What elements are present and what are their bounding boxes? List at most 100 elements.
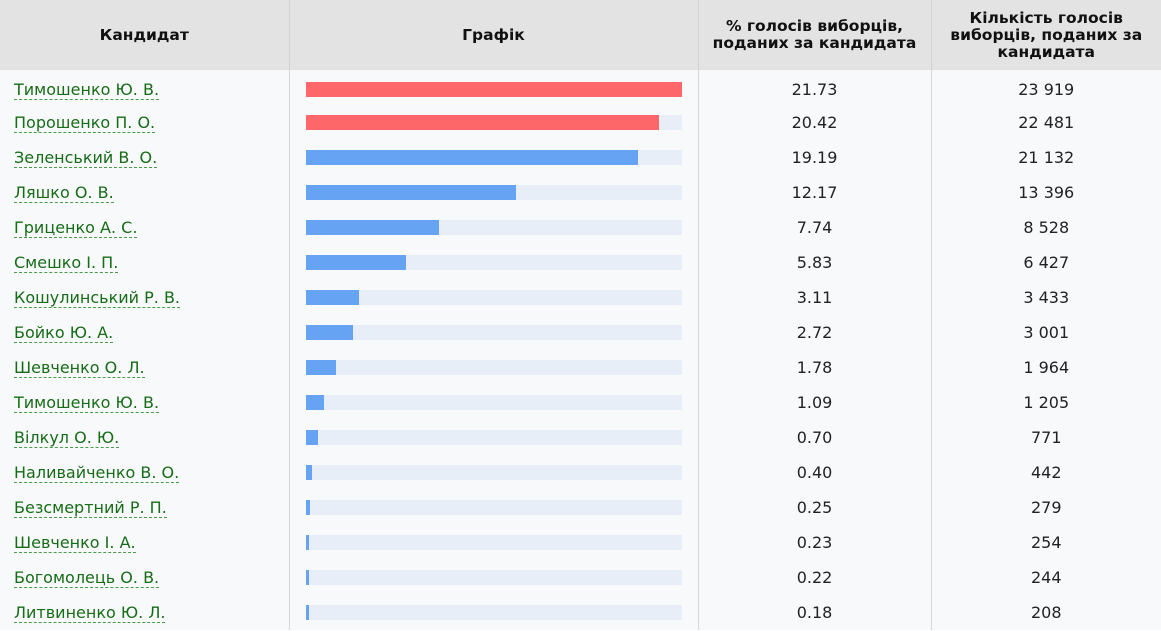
percent-cell: 1.78 bbox=[698, 350, 932, 385]
table-header: Кандидат Графік % голосів виборців, пода… bbox=[0, 0, 1161, 70]
chart-cell bbox=[289, 245, 699, 280]
vote-bar bbox=[305, 430, 318, 445]
candidate-cell: Зеленський В. О. bbox=[0, 140, 290, 175]
percent-cell: 12.17 bbox=[698, 175, 932, 210]
vote-count-cell: 244 bbox=[931, 560, 1161, 595]
candidate-link[interactable]: Кошулинський Р. В. bbox=[14, 288, 180, 308]
candidate-link[interactable]: Вілкул О. Ю. bbox=[14, 428, 120, 448]
table-body: Тимошенко Ю. В. 21.73 23 919 Порошенко П. О… bbox=[0, 70, 1161, 630]
candidate-link[interactable]: Порошенко П. О. bbox=[14, 113, 156, 133]
percent-cell: 20.42 bbox=[698, 105, 932, 140]
table-row: Наливайченко В. О. 0.40 442 bbox=[0, 455, 1161, 490]
vote-bar-track bbox=[305, 605, 682, 620]
vote-bar-leader bbox=[305, 115, 659, 130]
vote-bar bbox=[305, 150, 638, 165]
table-row: Зеленський В. О. 19.19 21 132 bbox=[0, 140, 1161, 175]
candidate-cell: Порошенко П. О. bbox=[0, 105, 290, 140]
vote-bar-track bbox=[305, 430, 682, 445]
vote-bar-track bbox=[305, 325, 682, 340]
vote-count-cell: 6 427 bbox=[931, 245, 1161, 280]
vote-bar bbox=[305, 325, 353, 340]
vote-bar bbox=[305, 535, 310, 550]
header-percent: % голосів виборців, поданих за кандидата bbox=[698, 0, 932, 70]
candidate-link[interactable]: Наливайченко В. О. bbox=[14, 463, 180, 483]
vote-bar-track bbox=[305, 500, 682, 515]
candidate-cell: Шевченко І. А. bbox=[0, 525, 290, 560]
percent-cell: 3.11 bbox=[698, 280, 932, 315]
vote-count-cell: 1 964 bbox=[931, 350, 1161, 385]
vote-bar bbox=[305, 500, 310, 515]
table-row: Вілкул О. Ю. 0.70 771 bbox=[0, 420, 1161, 455]
table-row: Тимошенко Ю. В. 1.09 1 205 bbox=[0, 385, 1161, 420]
vote-bar bbox=[305, 290, 360, 305]
candidate-link[interactable]: Тимошенко Ю. В. bbox=[14, 79, 160, 100]
vote-bar-leader bbox=[305, 81, 682, 97]
header-candidate: Кандидат bbox=[0, 0, 290, 70]
vote-count-cell: 208 bbox=[931, 595, 1161, 630]
candidate-link[interactable]: Гриценко А. С. bbox=[14, 218, 138, 238]
table-row: Ляшко О. В. 12.17 13 396 bbox=[0, 175, 1161, 210]
percent-cell: 0.18 bbox=[698, 595, 932, 630]
vote-bar-track bbox=[305, 290, 682, 305]
candidate-cell: Литвиненко Ю. Л. bbox=[0, 595, 290, 630]
table-row: Бойко Ю. А. 2.72 3 001 bbox=[0, 315, 1161, 350]
candidate-link[interactable]: Ляшко О. В. bbox=[14, 183, 114, 203]
candidate-link[interactable]: Тимошенко Ю. В. bbox=[14, 393, 160, 413]
percent-cell: 0.40 bbox=[698, 455, 932, 490]
vote-bar-track bbox=[305, 570, 682, 585]
chart-cell bbox=[289, 280, 699, 315]
vote-bar bbox=[305, 570, 310, 585]
chart-cell bbox=[289, 140, 699, 175]
chart-cell bbox=[289, 490, 699, 525]
vote-count-cell: 13 396 bbox=[931, 175, 1161, 210]
vote-count-cell: 442 bbox=[931, 455, 1161, 490]
candidate-link[interactable]: Шевченко І. А. bbox=[14, 533, 136, 553]
percent-cell: 0.23 bbox=[698, 525, 932, 560]
percent-cell: 2.72 bbox=[698, 315, 932, 350]
vote-count-cell: 254 bbox=[931, 525, 1161, 560]
candidate-cell: Богомолець О. В. bbox=[0, 560, 290, 595]
candidate-link[interactable]: Шевченко О. Л. bbox=[14, 358, 145, 378]
candidate-cell: Безсмертний Р. П. bbox=[0, 490, 290, 525]
vote-bar-track bbox=[305, 465, 682, 480]
vote-count-cell: 3 433 bbox=[931, 280, 1161, 315]
header-vote-count: Кількість голосів виборців, поданих за к… bbox=[931, 0, 1161, 70]
candidate-link[interactable]: Смешко І. П. bbox=[14, 253, 119, 273]
candidate-cell: Тимошенко Ю. В. bbox=[0, 385, 290, 420]
candidate-link[interactable]: Литвиненко Ю. Л. bbox=[14, 603, 166, 623]
vote-bar-track bbox=[305, 81, 682, 97]
table-row: Литвиненко Ю. Л. 0.18 208 bbox=[0, 595, 1161, 630]
vote-bar bbox=[305, 605, 309, 620]
candidate-cell: Смешко І. П. bbox=[0, 245, 290, 280]
candidate-link[interactable]: Зеленський В. О. bbox=[14, 148, 158, 168]
vote-count-cell: 21 132 bbox=[931, 140, 1161, 175]
chart-cell bbox=[289, 210, 699, 245]
chart-cell bbox=[289, 420, 699, 455]
table-row: Тимошенко Ю. В. 21.73 23 919 bbox=[0, 70, 1161, 105]
table-row: Гриценко А. С. 7.74 8 528 bbox=[0, 210, 1161, 245]
vote-bar bbox=[305, 185, 517, 200]
vote-bar bbox=[305, 395, 325, 410]
vote-count-cell: 3 001 bbox=[931, 315, 1161, 350]
candidate-link[interactable]: Богомолець О. В. bbox=[14, 568, 160, 588]
percent-cell: 7.74 bbox=[698, 210, 932, 245]
candidate-link[interactable]: Бойко Ю. А. bbox=[14, 323, 114, 343]
vote-bar-track bbox=[305, 220, 682, 235]
vote-bar bbox=[305, 220, 440, 235]
vote-bar bbox=[305, 255, 407, 270]
percent-cell: 1.09 bbox=[698, 385, 932, 420]
table-row: Шевченко О. Л. 1.78 1 964 bbox=[0, 350, 1161, 385]
candidate-link[interactable]: Безсмертний Р. П. bbox=[14, 498, 167, 518]
chart-cell bbox=[289, 525, 699, 560]
vote-bar-track bbox=[305, 360, 682, 375]
chart-cell bbox=[289, 455, 699, 490]
candidate-cell: Кошулинський Р. В. bbox=[0, 280, 290, 315]
vote-count-cell: 23 919 bbox=[931, 70, 1161, 105]
vote-bar-track bbox=[305, 535, 682, 550]
candidate-cell: Гриценко А. С. bbox=[0, 210, 290, 245]
table-row: Богомолець О. В. 0.22 244 bbox=[0, 560, 1161, 595]
percent-cell: 5.83 bbox=[698, 245, 932, 280]
vote-bar-track bbox=[305, 255, 682, 270]
vote-count-cell: 1 205 bbox=[931, 385, 1161, 420]
